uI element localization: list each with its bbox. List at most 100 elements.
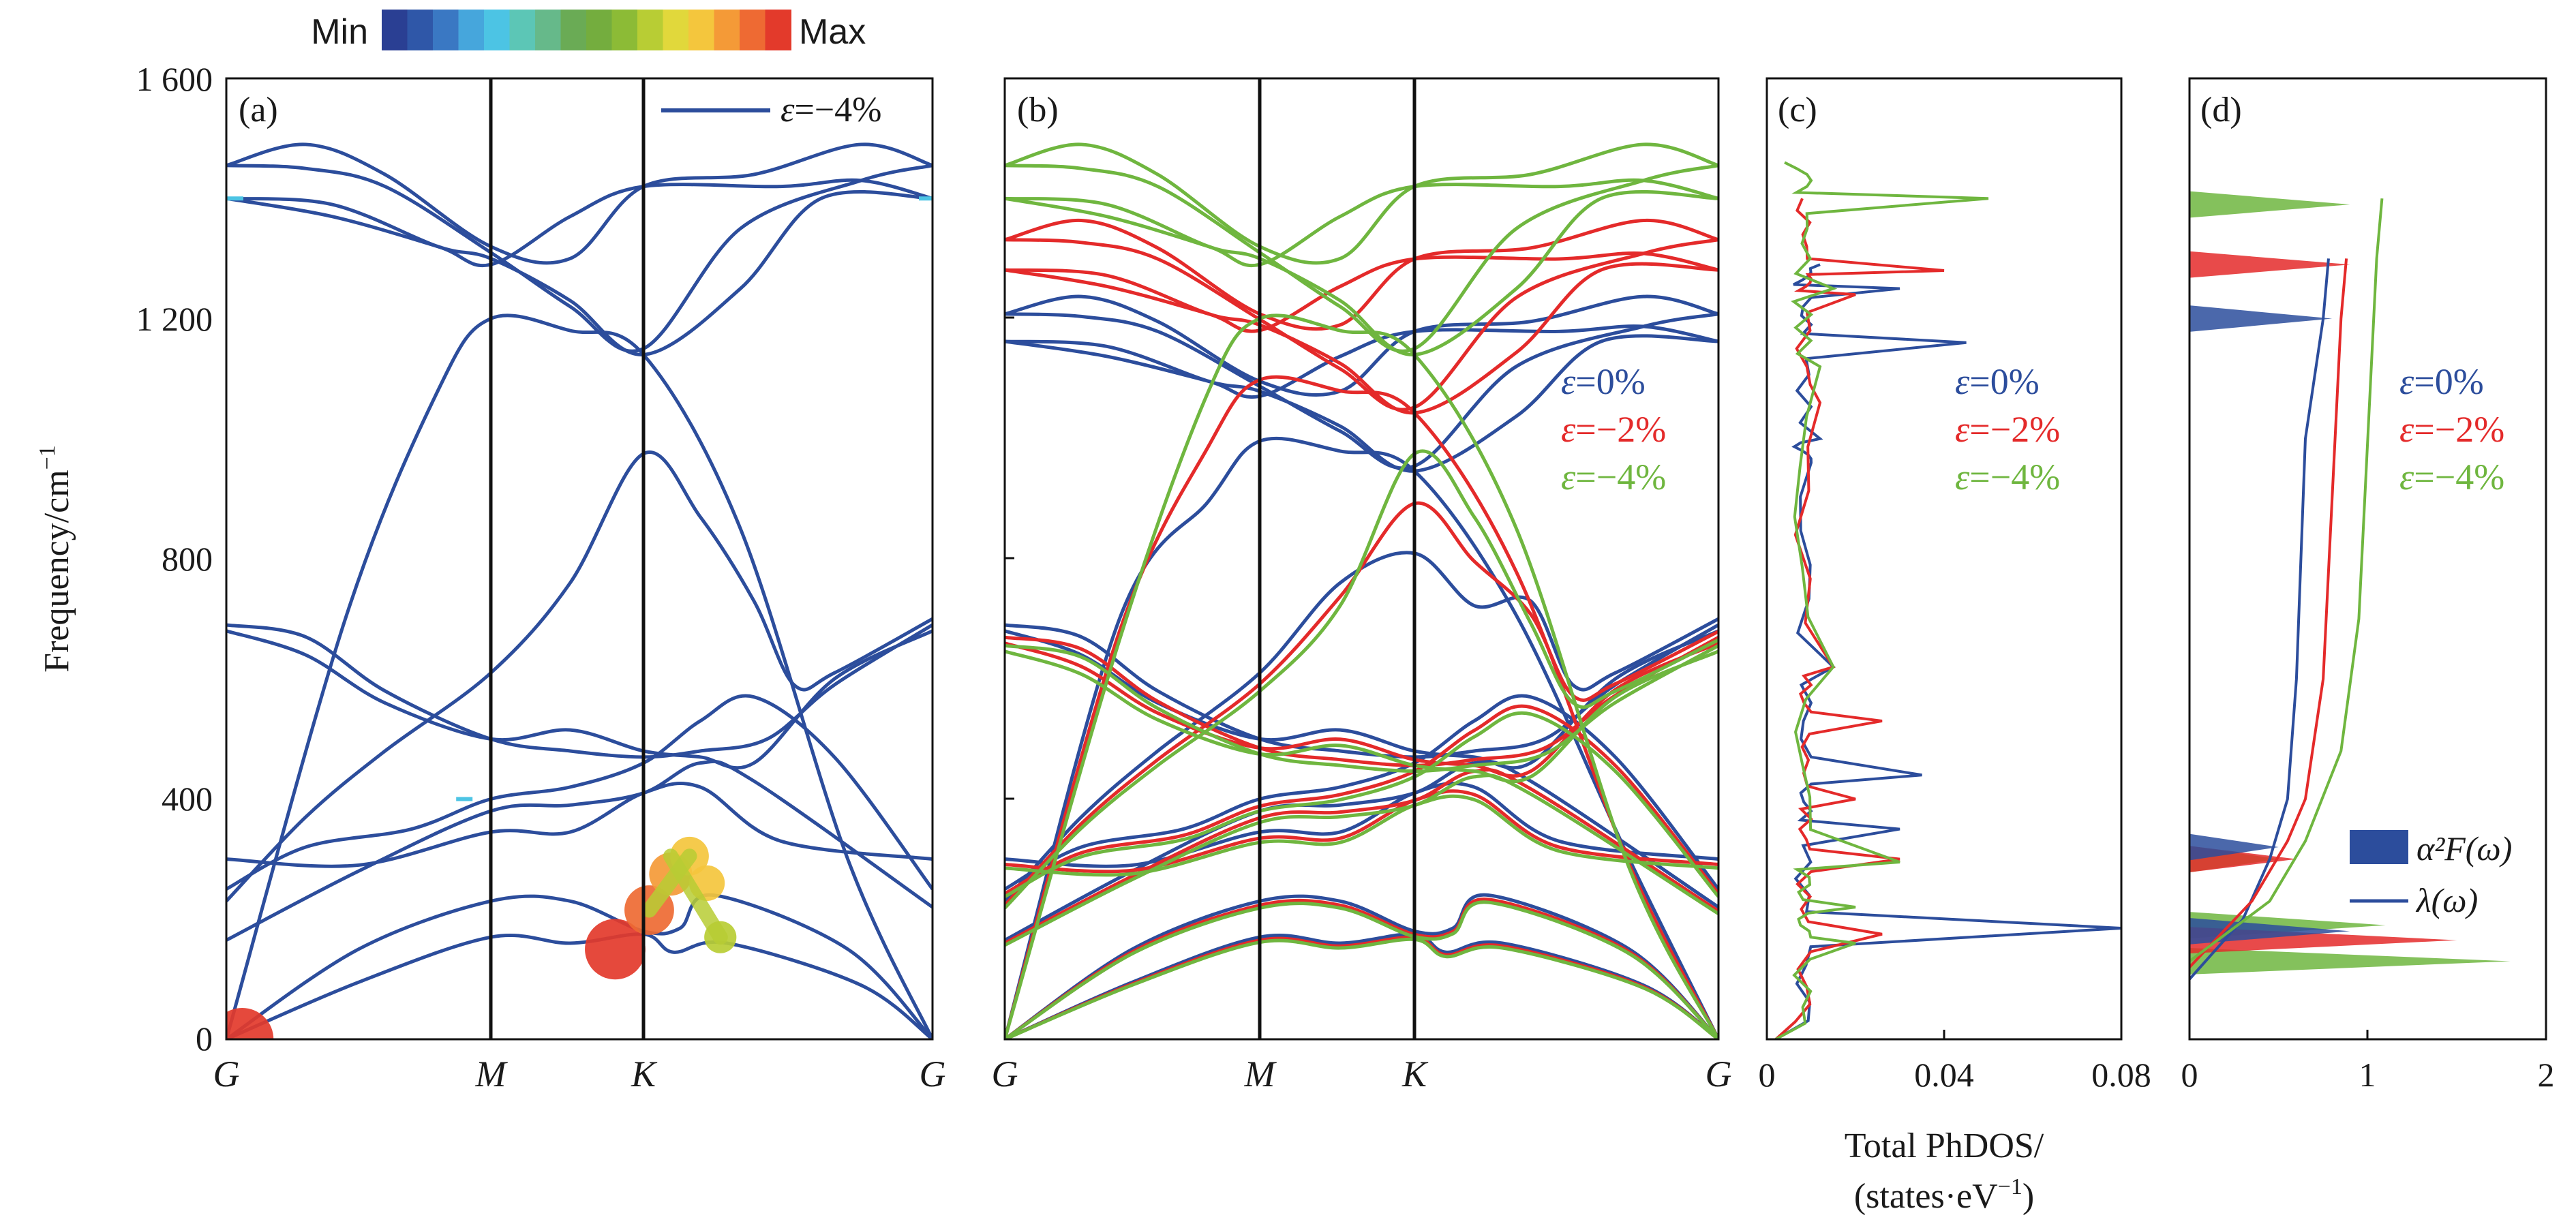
panel-b-branch bbox=[1005, 164, 1718, 353]
panel-d-a2f-peak bbox=[2189, 833, 2279, 861]
panel-b-branch bbox=[1005, 313, 1718, 1039]
panel-d-legend-item: ε=−2% bbox=[2399, 409, 2504, 450]
colorbar-min-label: Min bbox=[311, 12, 368, 52]
panel-c-xtick: 0.08 bbox=[2091, 1056, 2151, 1094]
y-tick-labels: 0 400 800 1 200 1 600 bbox=[136, 60, 213, 1058]
panel-c: (c) ε=0% ε=−2% ε=−4% 0 0.04 0.08 Total P… bbox=[1759, 77, 2151, 1216]
panel-b-branch bbox=[1005, 935, 1718, 1039]
panel-d-key-lambda-label: λ(ω) bbox=[2415, 881, 2478, 919]
y-axis-label-sup: −1 bbox=[35, 445, 60, 470]
panel-d-a2f-peak bbox=[2189, 191, 2350, 218]
panel-d-legend-item: ε=0% bbox=[2399, 361, 2484, 402]
y-tick-label: 800 bbox=[162, 540, 213, 578]
panel-c-phdos bbox=[1774, 161, 2121, 1039]
colorbar-max-label: Max bbox=[799, 12, 866, 52]
panel-d-lambda-curve bbox=[2189, 258, 2330, 981]
panel-b-branch bbox=[1005, 900, 1718, 1039]
panel-b-branch bbox=[1005, 178, 1718, 268]
panel-d-x-ticks: 0 1 2 bbox=[2181, 1056, 2555, 1094]
panel-a-dispersion bbox=[226, 142, 933, 1039]
panel-b-branch bbox=[1005, 794, 1718, 877]
panel-b-xtick: G bbox=[992, 1054, 1018, 1094]
colorbar-segment bbox=[433, 10, 459, 50]
y-axis-label: Frequency/cm−1 bbox=[35, 445, 76, 673]
panel-c-xlabel-line1: Total PhDOS/ bbox=[1845, 1127, 2044, 1165]
panel-a-branch bbox=[226, 629, 933, 770]
panel-b-branch bbox=[1005, 932, 1718, 1039]
panel-b-legend-item: ε=0% bbox=[1561, 361, 1646, 402]
colorbar-segment bbox=[637, 10, 664, 50]
panel-d-lambda-curve bbox=[2189, 258, 2348, 968]
panel-b-branch bbox=[1005, 898, 1718, 1039]
panel-b-x-ticks: G M K G bbox=[992, 1054, 1732, 1094]
panel-c-legend-item: ε=−4% bbox=[1955, 457, 2060, 497]
colorbar-segment bbox=[714, 10, 740, 50]
panel-d-legend-symbol: ε bbox=[2399, 457, 2414, 497]
panel-a-branch bbox=[226, 932, 933, 1039]
panel-b-branch bbox=[1005, 251, 1718, 333]
panel-b-branch bbox=[1005, 189, 1718, 356]
panel-a-branch bbox=[226, 623, 933, 759]
panel-d-a2f-peak bbox=[2189, 305, 2333, 332]
panel-b-branch bbox=[1005, 551, 1718, 902]
panel-c-legend-item: ε=0% bbox=[1955, 361, 2040, 402]
panel-a-legend: ε=−4% bbox=[661, 91, 881, 129]
colorbar-segment bbox=[458, 10, 485, 50]
panel-b-legend: ε=0% ε=−2% ε=−4% bbox=[1561, 361, 1666, 497]
panel-a-coupling-highlight bbox=[585, 919, 646, 980]
panel-a-tag: (a) bbox=[239, 91, 278, 129]
panel-a-coupling-highlight bbox=[226, 1008, 274, 1039]
panel-b-legend-text: =0% bbox=[1575, 361, 1645, 402]
panel-b-branch bbox=[1005, 768, 1718, 945]
colorbar-segment bbox=[611, 10, 638, 50]
panel-d-legend-symbol: ε bbox=[2399, 409, 2414, 450]
colorbar-strip bbox=[382, 10, 791, 50]
panel-b-branch bbox=[1005, 312, 1718, 470]
panel-b-tag: (b) bbox=[1017, 91, 1059, 129]
panel-d-a2f-peak bbox=[2189, 948, 2511, 975]
panel-c-xlabel-end: ) bbox=[2022, 1177, 2034, 1216]
panel-b-branch bbox=[1005, 294, 1718, 397]
panel-d-legend-item: ε=−4% bbox=[2399, 457, 2504, 497]
panel-d-xtick: 0 bbox=[2181, 1056, 2198, 1094]
panel-b-legend-text: =−2% bbox=[1575, 409, 1666, 450]
panel-a-frame bbox=[225, 77, 934, 1041]
panel-c-legend: ε=0% ε =−2% ε=−4% bbox=[1955, 361, 2060, 497]
panel-c-legend-symbol: ε bbox=[1955, 457, 1970, 497]
panel-a-branch bbox=[226, 189, 933, 356]
panel-b-branch bbox=[1005, 893, 1718, 1039]
panel-a-x-ticks: G M K G bbox=[213, 1054, 946, 1094]
panel-b-branch bbox=[1005, 789, 1718, 874]
panel-a-branch bbox=[226, 759, 933, 942]
panel-b-branch bbox=[1005, 449, 1718, 910]
panel-b-legend-item: ε=−4% bbox=[1561, 457, 1666, 497]
panel-b-legend-text: =−4% bbox=[1575, 457, 1666, 497]
colorbar-segment bbox=[765, 10, 791, 50]
panel-d-legend-text: =−2% bbox=[2414, 409, 2504, 450]
panel-a-coupling-highlights bbox=[226, 836, 737, 1039]
y-tick-label: 0 bbox=[196, 1020, 213, 1058]
panel-c-legend-symbol: ε bbox=[1955, 361, 1970, 402]
panel-a-branch bbox=[226, 694, 933, 891]
panel-c-x-ticks: 0 0.04 0.08 bbox=[1759, 1056, 2151, 1094]
panel-b-branch bbox=[1005, 773, 1718, 947]
panel-b-branch bbox=[1005, 324, 1718, 399]
panel-b-legend-symbol: ε bbox=[1561, 409, 1576, 450]
panel-b-branch bbox=[1005, 501, 1718, 907]
panel-b-legend-item: ε=−2% bbox=[1561, 409, 1666, 450]
panel-d-legend-symbol: ε bbox=[2399, 361, 2414, 402]
panel-d-xtick: 2 bbox=[2538, 1056, 2555, 1094]
colorbar-segment bbox=[740, 10, 766, 50]
panel-b-branch bbox=[1005, 238, 1718, 412]
panel-b-branch bbox=[1005, 219, 1718, 331]
panel-d-legend: ε=0% ε=−2% ε=−4% bbox=[2399, 361, 2504, 497]
panel-d-tag: (d) bbox=[2200, 91, 2242, 129]
panel-b-branch bbox=[1005, 262, 1718, 415]
panel-a-branch bbox=[226, 782, 933, 868]
panel-b-xtick: K bbox=[1401, 1054, 1429, 1094]
panel-a-legend-text: =−4% bbox=[795, 91, 882, 129]
panel-c-legend-text: =−2% bbox=[1969, 409, 2060, 450]
colorbar-segment bbox=[484, 10, 511, 50]
colorbar-segment bbox=[382, 10, 408, 50]
panel-c-xlabel-unit: (states·eV bbox=[1854, 1177, 1998, 1216]
